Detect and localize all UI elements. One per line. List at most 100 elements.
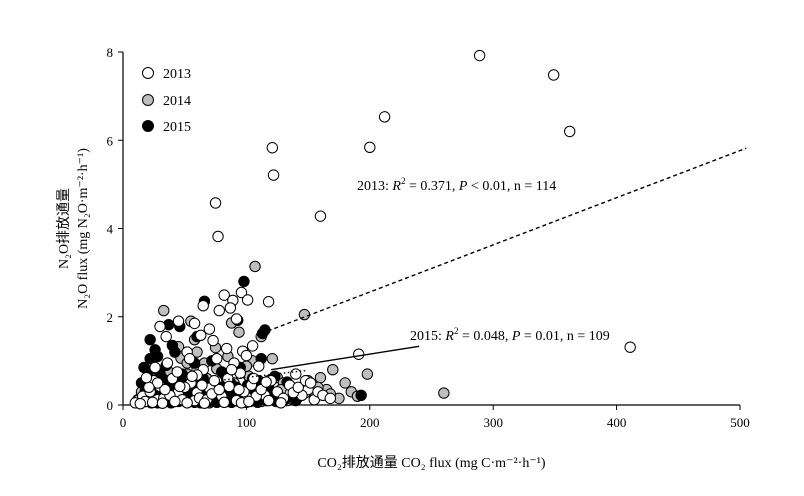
data-point-2013	[304, 377, 317, 389]
data-point-2013	[240, 349, 253, 362]
data-point-2013	[149, 361, 161, 374]
data-point-2013	[352, 348, 365, 360]
data-point-2013	[186, 370, 198, 383]
data-point-2015	[169, 346, 181, 358]
data-point-2013	[134, 397, 146, 410]
data-point-2013	[564, 125, 576, 138]
data-point-2013	[290, 368, 302, 380]
data-point-2014	[327, 364, 339, 376]
data-point-2014	[266, 352, 279, 365]
y-tick-label: 6	[107, 133, 114, 148]
x-tick-label: 300	[483, 415, 503, 430]
data-point-2013	[143, 381, 155, 394]
data-point-2015	[149, 344, 161, 356]
data-point-2013	[211, 352, 223, 365]
data-point-2013	[213, 304, 225, 317]
data-point-2013	[364, 141, 376, 154]
data-point-2013	[220, 342, 233, 355]
data-point-2013	[212, 230, 224, 243]
x-tick-label: 0	[120, 415, 127, 430]
legend-marker-2014	[142, 94, 154, 106]
regression-annotation-2015: 2015: R2 = 0.048, P = 0.01, n = 109	[410, 326, 610, 344]
data-point-2014	[339, 377, 351, 389]
data-point-2013	[169, 395, 181, 408]
x-axis-label: CO₂排放通量 CO₂ flux (mg C·m⁻²·h⁻¹)	[317, 455, 545, 471]
data-point-2013	[171, 366, 183, 378]
y-axis-label-en: N₂O flux (mg N₂O·m⁻²·h⁻¹)	[76, 148, 91, 309]
data-point-2013	[198, 397, 211, 409]
data-point-2013	[207, 334, 219, 347]
data-point-2013	[196, 379, 208, 391]
data-point-2013	[218, 396, 230, 409]
data-point-2013	[233, 383, 245, 396]
data-point-2013	[181, 397, 193, 409]
data-point-2013	[161, 357, 174, 369]
data-point-2013	[140, 371, 153, 384]
data-point-2013	[172, 315, 185, 327]
data-point-2013	[378, 111, 391, 123]
data-point-2013	[246, 340, 259, 352]
data-point-2015	[144, 333, 156, 346]
legend: 2013 2014 2015	[142, 67, 191, 135]
data-point-2013	[324, 392, 337, 405]
data-point-2013	[253, 360, 265, 372]
data-point-2013	[209, 197, 222, 209]
data-point-2014	[438, 387, 450, 399]
data-point-2015	[355, 389, 367, 401]
data-point-2013	[208, 375, 221, 387]
data-point-2013	[159, 383, 171, 396]
regression-lines	[224, 147, 747, 381]
axes: 0 100 200 300 400 500 0 2 4 6 8	[107, 45, 750, 430]
data-point-2013	[241, 294, 254, 306]
data-point-2013	[188, 317, 201, 330]
data-point-2013	[183, 352, 196, 365]
data-point-2013	[267, 169, 280, 181]
x-tick-label: 400	[607, 415, 627, 430]
legend-label-2014: 2014	[163, 94, 191, 109]
data-point-2013	[160, 330, 172, 343]
data-point-2013	[197, 300, 209, 312]
data-point-2013	[547, 69, 560, 81]
data-point-2014	[314, 371, 327, 384]
data-point-2013	[275, 397, 287, 409]
regression-line-2014	[224, 369, 306, 381]
data-point-2013	[225, 364, 238, 376]
data-point-2013	[314, 210, 327, 222]
data-point-2013	[156, 397, 169, 409]
data-point-2013	[218, 289, 230, 301]
data-point-2013	[195, 329, 207, 341]
data-point-2013	[243, 395, 255, 408]
data-point-2015	[238, 275, 250, 288]
data-point-2014	[233, 326, 245, 338]
data-point-2013	[235, 286, 248, 299]
data-point-2013	[266, 142, 279, 154]
data-point-2013	[248, 372, 260, 385]
legend-marker-2015	[142, 120, 154, 132]
regression-line-2013	[260, 147, 747, 335]
data-point-2013	[292, 381, 304, 394]
data-point-2013	[224, 302, 237, 314]
annotations: 2013: R2 = 0.371, P < 0.01, n = 114 2015:…	[357, 176, 610, 344]
data-point-2013	[624, 341, 636, 353]
data-point-2013	[260, 376, 272, 388]
y-tick-label: 8	[107, 45, 114, 60]
data-point-2013	[230, 313, 243, 325]
data-point-2014	[158, 304, 170, 317]
legend-label-2015: 2015	[163, 120, 191, 135]
data-point-2015	[138, 361, 150, 374]
x-tick-label: 500	[730, 415, 750, 430]
data-point-2014	[361, 368, 374, 380]
data-point-2013	[174, 380, 186, 393]
data-point-2013	[223, 380, 235, 393]
data-point-2013	[262, 296, 275, 308]
regression-line-2015	[270, 345, 420, 371]
data-point-2013	[154, 320, 166, 333]
data-point-2013	[203, 323, 216, 335]
data-point-2013	[473, 49, 486, 62]
y-axis-label-cn: N₂O排放通量	[56, 188, 72, 269]
x-tick-label: 200	[360, 415, 380, 430]
x-tick-label: 100	[237, 415, 257, 430]
data-point-2013	[262, 394, 275, 407]
y-tick-label: 0	[107, 398, 114, 413]
